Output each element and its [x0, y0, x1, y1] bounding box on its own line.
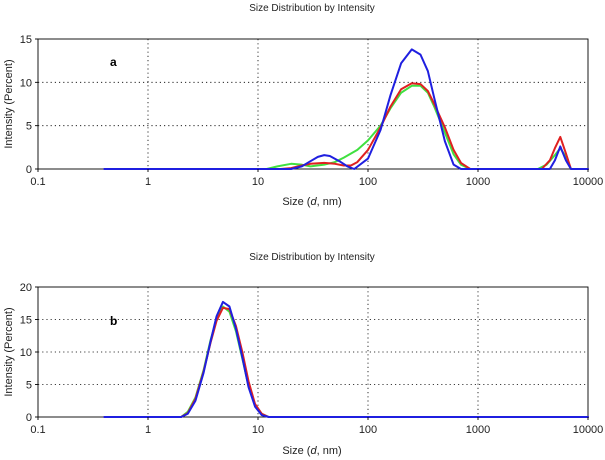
chart-a-y-tick-label: 5	[26, 121, 32, 133]
chart-a-grid	[38, 39, 588, 169]
chart-b-y-axis-label: Intensity (Percent)	[3, 307, 15, 396]
chart-b-title: Size Distribution by Intensity	[249, 252, 375, 263]
chart-b-y-ticks: 0 5 10 15 20	[20, 282, 38, 424]
chart-a-x-tick-label: 0.1	[30, 176, 45, 188]
chart-a: Size Distribution by Intensity 0.1 1 10 100…	[3, 3, 603, 208]
chart-a-red-series	[103, 82, 589, 170]
chart-a-y-tick-label: 10	[20, 77, 32, 89]
chart-a-x-ticks: 0.1 1 10 100 1000 10000	[30, 169, 603, 188]
chart-a-x-tick-label: 1000	[466, 176, 490, 188]
chart-b-panel-label: b	[110, 314, 117, 328]
chart-b-green-series	[103, 305, 589, 418]
chart-a-x-tick-label: 100	[359, 176, 377, 188]
chart-b-y-tick-label: 20	[20, 282, 32, 294]
chart-b-y-tick-label: 5	[26, 380, 32, 392]
chart-b-red-series	[103, 306, 589, 418]
chart-b-y-tick-label: 10	[20, 347, 32, 359]
chart-b-x-tick-label: 100	[359, 424, 377, 436]
chart-a-x-tick-label: 10	[252, 176, 264, 188]
chart-a-y-tick-label: 0	[26, 164, 32, 176]
chart-b-y-tick-label: 0	[26, 412, 32, 424]
chart-b-series	[103, 300, 589, 418]
chart-a-y-ticks: 0 5 10 15	[20, 34, 38, 176]
chart-b: Size Distribution by Intensity 0.1 1 10 100…	[3, 252, 603, 457]
chart-b-x-tick-label: 10	[252, 424, 264, 436]
chart-a-x-tick-label: 10000	[573, 176, 604, 188]
chart-b-x-ticks: 0.1 1 10 100 1000 10000	[30, 417, 603, 436]
chart-a-series	[103, 48, 589, 170]
chart-b-x-tick-label: 1	[145, 424, 151, 436]
chart-b-x-axis-label: Size (d, nm)	[282, 445, 341, 457]
chart-a-blue-series	[103, 48, 589, 170]
chart-a-y-tick-label: 15	[20, 34, 32, 46]
chart-b-grid	[38, 287, 588, 417]
chart-b-y-tick-label: 15	[20, 315, 32, 327]
chart-a-green-series	[103, 84, 589, 170]
chart-b-blue-series	[103, 300, 589, 418]
chart-a-panel-label: a	[110, 55, 117, 69]
chart-a-x-tick-label: 1	[145, 176, 151, 188]
chart-a-x-axis-label: Size (d, nm)	[282, 196, 341, 208]
chart-a-title: Size Distribution by Intensity	[249, 3, 375, 14]
chart-b-x-tick-label: 10000	[573, 424, 604, 436]
chart-a-y-axis-label: Intensity (Percent)	[3, 59, 15, 148]
chart-b-x-tick-label: 0.1	[30, 424, 45, 436]
chart-a-plot-area	[37, 38, 589, 170]
chart-b-x-tick-label: 1000	[466, 424, 490, 436]
chart-b-plot-area	[37, 286, 589, 418]
